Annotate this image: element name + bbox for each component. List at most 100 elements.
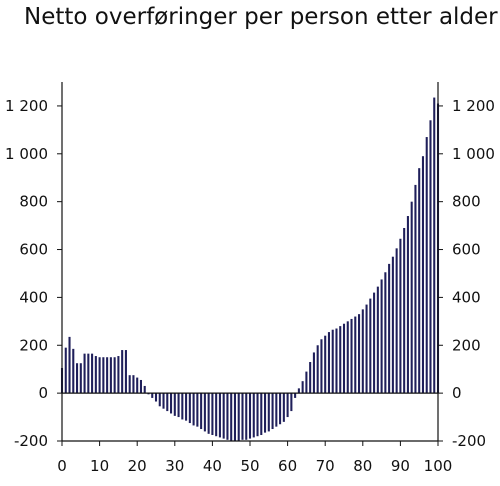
y-tick-label-right: 1 200: [452, 97, 495, 115]
bar-age-77: [350, 318, 353, 394]
bar-age-42: [218, 393, 221, 438]
bar-age-63: [297, 388, 300, 394]
bar-age-82: [369, 298, 372, 394]
bar-age-17: [124, 350, 127, 394]
bar-age-27: [162, 393, 165, 409]
y-tick-label-left: 200: [19, 336, 48, 354]
bar-age-61: [290, 393, 293, 412]
bar-age-83: [373, 292, 376, 394]
bar-age-75: [342, 323, 346, 394]
x-tick-label: 20: [128, 457, 147, 475]
bar-age-94: [414, 184, 417, 394]
bar-age-96: [421, 156, 424, 394]
bar-age-69: [320, 339, 323, 394]
bar-age-22: [143, 385, 146, 394]
bar-age-5: [79, 363, 82, 394]
x-tick-label: 40: [203, 457, 222, 475]
bar-age-41: [215, 393, 218, 437]
bar-age-58: [279, 393, 282, 425]
bar-age-90: [399, 238, 402, 394]
bar-age-14: [113, 357, 116, 394]
bar-age-65: [305, 371, 308, 394]
bar-age-84: [376, 286, 379, 394]
bar-age-31: [177, 393, 180, 418]
bar-age-95: [418, 168, 421, 394]
y-tick-label-right: -200: [452, 432, 486, 450]
chart-title: Netto overføringer per person etter alde…: [24, 4, 498, 30]
bar-age-21: [139, 379, 142, 394]
bar-age-66: [309, 362, 312, 394]
bar-age-48: [241, 393, 244, 440]
bar-age-79: [358, 314, 361, 394]
bar-age-11: [102, 357, 105, 394]
bar-age-12: [106, 357, 109, 394]
y-tick-label-left: 400: [19, 288, 48, 306]
bar-age-47: [237, 393, 240, 441]
bar-age-37: [200, 393, 203, 430]
bar-age-3: [72, 348, 75, 394]
bar-age-99: [433, 97, 436, 394]
x-tick-label: 90: [391, 457, 410, 475]
x-tick-label: 10: [90, 457, 109, 475]
x-tick-label: 30: [165, 457, 184, 475]
bar-age-67: [312, 352, 315, 394]
y-tick-label-left: 1 000: [5, 145, 48, 163]
bar-age-20: [136, 377, 139, 394]
bar-age-29: [170, 393, 173, 414]
bar-age-80: [361, 309, 364, 394]
bar-age-19: [132, 375, 135, 394]
bar-age-38: [203, 393, 206, 432]
bar-age-70: [324, 335, 327, 394]
x-tick-label: 80: [353, 457, 372, 475]
bar-age-44: [226, 393, 229, 440]
x-tick-label: 70: [316, 457, 335, 475]
bar-age-2: [68, 336, 71, 394]
bar-age-53: [260, 393, 263, 436]
bar-age-7: [87, 353, 90, 394]
bar-age-8: [91, 353, 94, 394]
bar-age-1: [64, 347, 67, 394]
bar-age-59: [282, 393, 285, 422]
bar-age-88: [391, 256, 394, 394]
y-tick-label-right: 600: [452, 241, 481, 259]
y-tick-label-right: 200: [452, 336, 481, 354]
bar-age-51: [252, 393, 255, 438]
bar-age-25: [154, 393, 158, 402]
axes: [57, 82, 443, 446]
bar-age-91: [403, 227, 406, 394]
bar-age-81: [365, 304, 368, 394]
bar-age-54: [264, 393, 267, 433]
bar-age-18: [128, 375, 131, 394]
bar-age-85: [380, 279, 383, 394]
bar-age-78: [354, 316, 357, 394]
y-tick-label-right: 0: [452, 384, 462, 402]
bar-age-68: [316, 345, 319, 394]
y-tick-label-left: 600: [19, 241, 48, 259]
y-tick-label-right: 400: [452, 288, 481, 306]
bar-age-46: [233, 393, 236, 441]
bar-age-97: [425, 137, 428, 394]
bar-age-60: [286, 393, 289, 418]
bar-age-13: [109, 357, 112, 394]
bar-age-26: [158, 393, 161, 407]
bar-age-72: [331, 329, 334, 394]
bar-age-74: [339, 326, 342, 394]
bar-age-71: [327, 332, 330, 394]
bar-age-16: [121, 350, 124, 394]
y-tick-label-right: 800: [452, 193, 481, 211]
y-tick-label-left: 0: [38, 384, 48, 402]
x-tick-label: 0: [57, 457, 67, 475]
bar-age-86: [384, 272, 387, 394]
bar-age-40: [211, 393, 214, 436]
y-tick-label-left: -200: [14, 432, 48, 450]
bar-age-76: [346, 321, 349, 394]
bar-age-62: [294, 393, 297, 398]
bar-age-73: [335, 328, 338, 394]
bar-age-30: [173, 393, 176, 416]
bar-age-33: [185, 393, 188, 421]
bar-age-89: [395, 248, 398, 394]
bar-age-49: [245, 393, 248, 440]
bar-age-92: [406, 216, 409, 394]
